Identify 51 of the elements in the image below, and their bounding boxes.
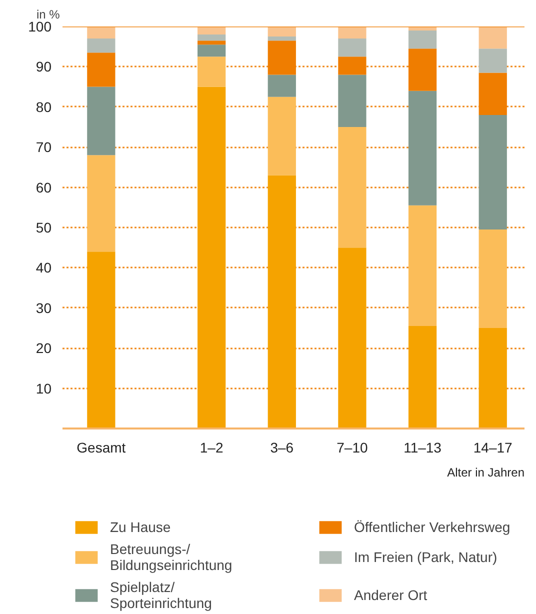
y-tick-label: 50 (36, 220, 52, 236)
legend-label: Zu Hause (110, 519, 172, 536)
bar (478, 72, 507, 115)
x-tick-label: Gesamt (76, 440, 126, 456)
bar (408, 30, 437, 49)
y-tick-label: 90 (36, 58, 52, 75)
bar (408, 90, 437, 206)
bar (268, 36, 296, 41)
bar (198, 34, 226, 41)
bar (408, 48, 437, 91)
x-tick-label: 14–17 (473, 440, 513, 456)
bar (198, 86, 226, 428)
bar (338, 56, 366, 75)
x-tick-label: 1–2 (200, 440, 224, 456)
x-tick-label: 7–10 (336, 440, 368, 456)
legend-label: Spielplatz/Sporteinrichtung (110, 579, 213, 612)
bar (268, 74, 296, 97)
bar (478, 230, 507, 328)
y-tick-label: 70 (36, 139, 52, 156)
y-tick-label: 60 (36, 179, 52, 196)
legend-label: Anderer Ort (354, 587, 428, 604)
y-tick-label: 40 (36, 260, 52, 276)
legend-label: Betreuungs-/Bildungseinrichtung (110, 541, 234, 574)
bar (478, 48, 507, 73)
x-tick-label: 11–13 (404, 440, 442, 456)
bar (408, 205, 437, 326)
bar (338, 127, 366, 248)
bar (198, 56, 226, 87)
y-tick-label: 20 (36, 340, 52, 356)
bar (338, 26, 366, 39)
bar (478, 114, 507, 230)
bar (478, 26, 507, 49)
bar (268, 175, 296, 428)
legend-label: Im Freien (Park, Natur) (354, 549, 498, 566)
bar (338, 74, 366, 127)
bar (198, 44, 226, 57)
bar (408, 326, 437, 428)
bar (478, 328, 507, 428)
x-axis-title: Alter in Jahren (447, 466, 524, 480)
y-axis-title: in % (36, 8, 60, 22)
y-tick-label: 10 (36, 380, 52, 396)
y-tick-label: 30 (36, 300, 52, 316)
x-tick-label: 3–6 (270, 440, 294, 456)
bar (338, 248, 366, 428)
bar (268, 96, 296, 176)
y-tick-label: 100 (28, 18, 52, 34)
legend-label: Öffentlicher Verkehrsweg (354, 519, 512, 536)
bar (268, 40, 296, 75)
bar (198, 40, 226, 45)
y-tick-label: 80 (36, 98, 52, 115)
bar (338, 38, 366, 57)
